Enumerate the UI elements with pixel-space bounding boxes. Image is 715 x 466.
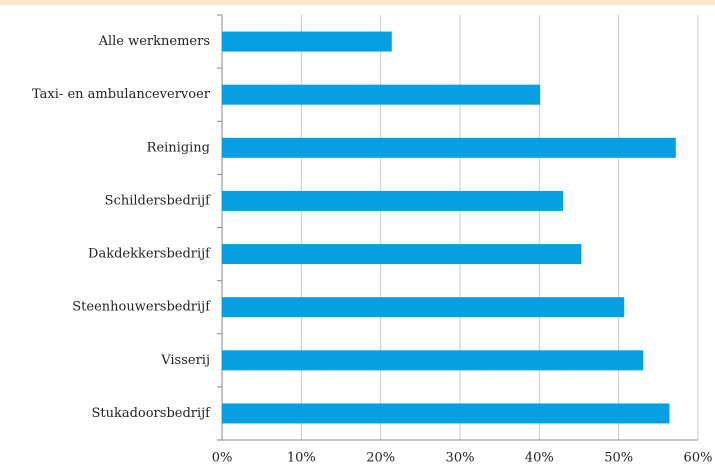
y-tick-label: Reiniging <box>147 140 210 155</box>
x-tick-label: 60% <box>684 451 713 466</box>
y-tick-label: Visserij <box>160 353 210 368</box>
top-strip <box>0 0 715 5</box>
x-tick-label: 0% <box>212 451 233 466</box>
y-tick-label: Taxi- en ambulancevervoer <box>32 87 211 102</box>
x-tick-label: 40% <box>525 451 554 466</box>
bar <box>222 31 392 52</box>
bar <box>222 137 676 158</box>
bar <box>222 190 564 211</box>
x-tick-label: 50% <box>604 451 633 466</box>
bar <box>222 297 625 318</box>
x-tick-label: 30% <box>446 451 475 466</box>
y-tick-label: Dakdekkersbedrijf <box>88 247 211 262</box>
y-tick-label: Steenhouwersbedrijf <box>72 300 211 315</box>
bar <box>222 244 582 265</box>
x-tick-label: 10% <box>287 451 316 466</box>
y-tick-label: Schildersbedrijf <box>105 193 212 208</box>
bar <box>222 84 541 105</box>
y-tick-label: Alle werknemers <box>98 34 210 49</box>
y-tick-label: Stukadoorsbedrijf <box>91 406 211 421</box>
bar <box>222 350 644 371</box>
bar <box>222 403 670 424</box>
x-tick-label: 20% <box>366 451 395 466</box>
